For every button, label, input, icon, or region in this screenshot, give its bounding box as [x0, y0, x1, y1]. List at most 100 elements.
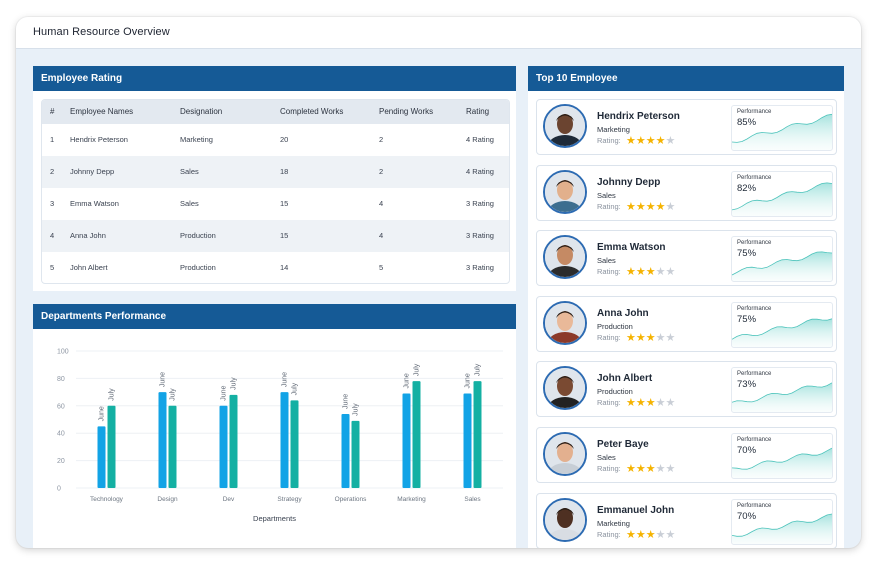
bar-june-marketing[interactable] — [402, 393, 411, 488]
performance-sparkline-card: Performance 73% — [731, 367, 833, 414]
avatar-portrait-icon — [545, 171, 585, 212]
employee-card[interactable]: John Albert Production Rating: ★★★★★ Perform… — [536, 361, 837, 418]
star-filled-icon: ★ — [635, 200, 646, 213]
table-cell-employee-names: Emma Watson — [70, 199, 119, 208]
performance-sparkline-card: Performance 85% — [731, 105, 833, 151]
table-row: 1 Hendrix Peterson Marketing 20 2 4 Rating — [42, 124, 509, 156]
dashboard-window: Human Resource Overview Employee Rating … — [16, 17, 861, 548]
sparkline-icon — [732, 113, 832, 150]
rating-label: Rating: — [597, 267, 621, 277]
x-axis-title: Departments — [253, 514, 296, 523]
bar-series-label: June — [282, 372, 289, 387]
table-header-col-pending-works: Pending Works — [379, 107, 434, 116]
bar-series-label: July — [353, 403, 360, 416]
table-body: 1 Hendrix Peterson Marketing 20 2 4 Rating 2 Jo… — [42, 124, 509, 283]
bar-series-label: June — [465, 373, 472, 388]
performance-label: Performance — [737, 502, 772, 509]
employee-name: Emma Watson — [597, 242, 666, 254]
employee-card[interactable]: Emma Watson Sales Rating: ★★★★★ Performance 7… — [536, 230, 837, 287]
employee-card[interactable]: Johnny Depp Sales Rating: ★★★★★ Performance 8… — [536, 164, 837, 221]
bar-june-operations[interactable] — [341, 414, 350, 488]
departments-performance-header: Departments Performance — [33, 304, 516, 329]
employee-department: Marketing — [597, 518, 630, 528]
employee-card[interactable]: Emmanuel John Marketing Rating: ★★★★★ Perfor… — [536, 492, 837, 548]
bar-july-sales[interactable] — [473, 381, 482, 488]
sparkline-icon — [732, 447, 832, 478]
departments-performance-panel: Departments Performance 0 20 40 60 80 100 June… — [33, 304, 516, 548]
avatar — [543, 497, 587, 542]
bar-series-label: June — [99, 406, 106, 421]
y-tick-label: 20 — [57, 458, 65, 465]
avatar-portrait-icon — [545, 368, 585, 409]
employee-name: Emmanuel John — [597, 504, 675, 516]
table-header-col-designation: Designation — [180, 107, 223, 116]
performance-sparkline-card: Performance 75% — [731, 301, 833, 348]
employee-card[interactable]: Anna John Production Rating: ★★★★★ Performan… — [536, 295, 837, 352]
star-filled-icon: ★ — [626, 463, 636, 475]
bar-july-marketing[interactable] — [412, 381, 421, 488]
bar-june-dev[interactable] — [219, 405, 228, 488]
table-cell-rating: 3 Rating — [466, 231, 494, 240]
star-empty-icon: ★ — [665, 528, 676, 541]
table-row: 4 Anna John Production 15 4 3 Rating — [42, 220, 509, 252]
performance-value: 75% — [737, 313, 757, 325]
sparkline-icon — [732, 513, 832, 544]
employee-card[interactable]: Peter Baye Sales Rating: ★★★★★ Performance 70… — [536, 427, 837, 483]
bar-series-label: June — [160, 372, 167, 387]
bar-june-technology[interactable] — [97, 426, 106, 488]
star-filled-icon: ★ — [645, 331, 656, 344]
table-cell-pending-works: 4 — [379, 231, 384, 240]
avatar-portrait-icon — [545, 106, 585, 146]
employee-rating-table: # Employee Names Designation Completed Work… — [41, 99, 510, 284]
avatar — [543, 169, 587, 214]
employee-department: Sales — [597, 190, 616, 200]
table-header-col-employee-names: Employee Names — [70, 107, 134, 116]
star-rating: ★★★★★ — [626, 331, 675, 344]
table-cell-completed-works: 15 — [280, 199, 289, 208]
table-header-col-rating: Rating — [466, 107, 490, 116]
employee-card[interactable]: Hendrix Peterson Marketing Rating: ★★★★★ Per… — [536, 99, 837, 155]
star-filled-icon: ★ — [626, 331, 636, 344]
table-row: 3 Emma Watson Sales 15 4 3 Rating — [42, 188, 509, 220]
y-tick-label: 100 — [57, 349, 69, 356]
table-cell-designation: Marketing — [180, 135, 213, 144]
bar-june-strategy[interactable] — [280, 392, 289, 488]
avatar — [543, 300, 587, 345]
star-filled-icon: ★ — [645, 397, 656, 410]
star-filled-icon: ★ — [655, 200, 666, 213]
bar-july-design[interactable] — [168, 405, 177, 488]
y-tick-label: 60 — [57, 403, 65, 410]
table-header-col-number: # — [50, 107, 55, 116]
rating-label: Rating: — [597, 332, 621, 342]
table-cell-rating: 4 Rating — [466, 167, 494, 176]
bar-series-label: June — [343, 394, 350, 409]
table-cell-number: 1 — [50, 135, 55, 144]
star-empty-icon: ★ — [655, 331, 666, 344]
bar-june-sales[interactable] — [463, 393, 472, 488]
star-filled-icon: ★ — [635, 135, 646, 147]
star-rating: ★★★★★ — [626, 462, 675, 475]
employee-name: Peter Baye — [597, 439, 649, 450]
avatar — [543, 432, 587, 476]
star-filled-icon: ★ — [626, 266, 636, 279]
table-cell-number: 2 — [50, 167, 55, 176]
bar-july-operations[interactable] — [351, 420, 360, 488]
title-bar: Human Resource Overview — [16, 17, 861, 49]
y-tick-label: 80 — [57, 376, 65, 383]
star-filled-icon: ★ — [635, 331, 646, 344]
bar-july-technology[interactable] — [107, 405, 116, 488]
bar-series-label: July — [231, 377, 238, 390]
bar-july-strategy[interactable] — [290, 400, 299, 488]
table-row: 2 Johnny Depp Sales 18 2 4 Rating — [42, 156, 509, 188]
bar-july-dev[interactable] — [229, 394, 238, 488]
employee-department: Marketing — [597, 125, 630, 134]
table-cell-rating: 4 Rating — [466, 135, 494, 144]
star-empty-icon: ★ — [665, 200, 676, 213]
table-cell-employee-names: Hendrix Peterson — [70, 135, 128, 144]
bar-june-design[interactable] — [158, 392, 167, 488]
table-cell-number: 3 — [50, 199, 55, 208]
rating-label: Rating: — [597, 136, 621, 145]
top-employees-panel: Top 10 Employee Hendrix Peterson Marketin… — [528, 66, 844, 548]
